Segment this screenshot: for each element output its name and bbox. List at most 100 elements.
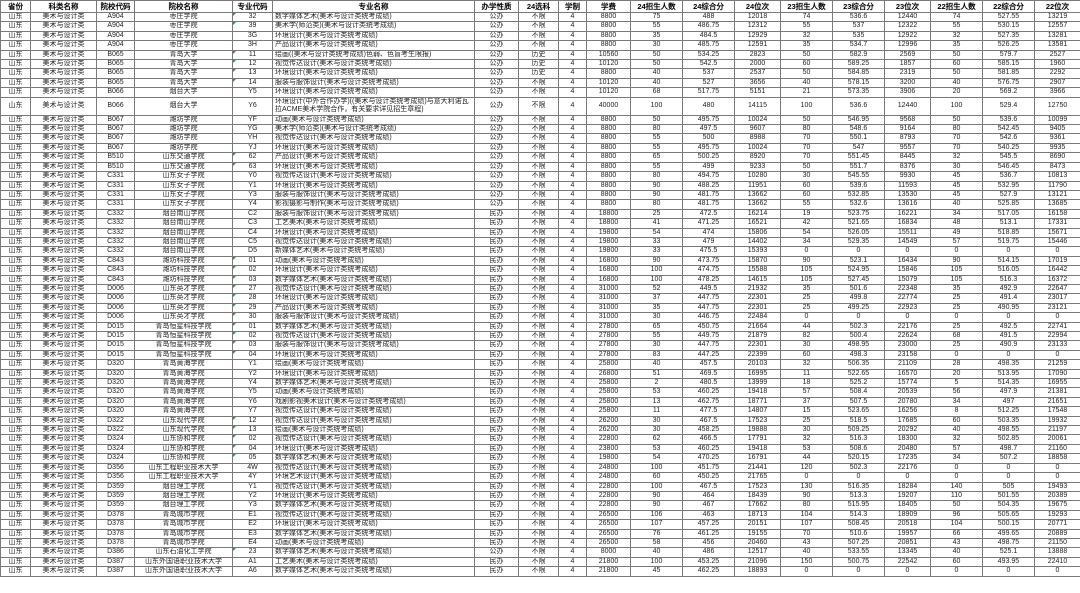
table-cell: 504.35 [982,500,1035,511]
table-cell: C332 [96,218,135,229]
table-cell: 26800 [586,368,631,380]
table-cell: 50 [780,114,833,126]
table-cell: 民办 [474,246,519,257]
table-cell: 10560 [586,49,631,61]
table-row: 山东 美术与设计类 D387 山东外国语职业技术大学 A1 工艺美术(美术与设计类统考成绩… [0,556,1080,568]
table-cell: 106 [630,509,683,521]
table-cell: 60 [930,415,983,427]
table-cell: 490.95 [982,302,1035,314]
table-cell: 12440 [884,96,931,116]
table-row: 山东 美术与设计类 C332 烟台南山学院 C2 服装与服饰设计(美术与设计类统考成绩) 民… [0,208,1080,220]
table-cell: 40 [630,547,683,558]
table-cell: 环境设计(美术与设计类统考成绩) [272,161,475,173]
table-cell: 545.5 [982,152,1035,163]
table-cell: 8800 [586,142,631,154]
table-cell: 486 [682,547,735,558]
table-cell: 573.35 [832,87,885,98]
table-cell: 503.35 [982,415,1035,427]
table-cell: 524.95 [832,265,885,276]
table-cell: 绘画(美术与设计类统考成绩) [272,425,475,436]
table-cell: 历史 [518,49,559,61]
table-cell-with-green-triangle-icon: 04 [232,443,273,455]
table-cell: 青岛黄海学院 [134,368,233,380]
table-cell: 公办 [474,124,519,135]
table-cell: Y7 [232,406,273,417]
table-cell: 525.1 [982,547,1035,558]
table-cell: 公办 [474,547,519,558]
table-cell: 80 [630,199,683,210]
table-cell: 8800 [586,180,631,191]
table-cell: 15 [780,406,833,417]
table-cell: 视觉传达设计(美术与设计类统考成绩) [272,415,475,427]
table-cell: C843 [96,255,135,267]
table-cell: 20061 [1034,434,1080,445]
table-cell: 8376 [884,161,931,173]
table-cell: 民办 [474,274,519,285]
table-cell: 30 [780,340,833,351]
table-cell: 18713 [734,509,781,521]
table-cell: 美术与设计类 [30,171,97,182]
table-cell: 8800 [586,152,631,163]
table-cell: 31000 [586,293,631,304]
table-cell: 90 [630,490,683,502]
table-cell: 不限 [518,199,559,210]
table-cell: YG [232,124,273,135]
table-cell: 民办 [474,255,519,267]
table-cell: 4 [558,415,587,427]
table-cell: 35 [930,283,983,295]
table-cell: 山东 [0,246,31,257]
table-cell: 54 [630,227,683,238]
table-cell: B065 [96,59,135,70]
table-cell: 34 [930,208,983,220]
table-cell: 9361 [1034,133,1080,144]
table-cell: 20480 [884,443,931,455]
table-cell: 山东 [0,199,31,210]
table-cell: C4 [232,227,273,238]
table-cell: 90 [930,255,983,267]
table-cell: 15511 [884,227,931,238]
table-cell: 4 [558,387,587,398]
table-cell: 山东 [0,434,31,445]
table-row: 山东 美术与设计类 D378 青岛城市学院 E1 视觉传达设计(美术与设计类统考成绩) 民办… [0,509,1080,521]
table-cell: 523.75 [832,208,885,220]
table-cell: YF [232,114,273,126]
table-cell: 0 [780,566,833,577]
table-cell: 21197 [1034,425,1080,436]
table-cell: 463 [682,509,735,521]
table-cell: 105 [780,274,833,285]
table-cell: 0 [832,472,885,483]
table-cell: B065 [96,77,135,89]
table-cell: 环境设计(美术与设计类统考成绩) [272,68,475,79]
table-cell: 25800 [586,378,631,389]
table-cell: D320 [96,396,135,408]
table-cell: 美术与设计类 [30,87,97,98]
table-cell: Y1 [232,481,273,492]
table-cell-with-green-triangle-icon: 01 [232,255,273,267]
table-cell: 25800 [586,387,631,398]
table-cell: 20 [930,368,983,380]
table-cell: 22542 [884,556,931,568]
table-cell: Y4 [232,199,273,210]
table-cell: 507.5 [832,396,885,408]
table-row: 山东 美术与设计类 B066 烟台大学 Y5 环境设计(美术与设计类统考成绩) 公办 不限 4 1… [0,87,1080,98]
table-cell: 潍坊学院 [134,142,233,154]
table-cell: 3966 [1034,87,1080,98]
table-cell: 539.6 [982,114,1035,126]
column-header: 院校代码 [96,0,135,13]
table-cell: 山东 [0,519,31,530]
table-cell: 60 [780,180,833,191]
table-cell: 104 [930,519,983,530]
table-cell: 山东 [0,59,31,70]
table-cell: D015 [96,330,135,342]
table-cell: 枣庄学院 [134,21,233,32]
table-cell: 环境设计(美术与设计类统考成绩) [272,443,475,455]
table-cell: 青岛城市学院 [134,528,233,539]
table-cell: 山东交通学院 [134,161,233,173]
table-cell: 28 [930,359,983,370]
table-cell: Y4 [232,378,273,389]
table-cell: 9930 [884,171,931,182]
table-cell: 民办 [474,302,519,314]
table-cell: 50 [930,49,983,61]
table-cell: 100 [780,96,833,116]
table-cell: 505.65 [982,509,1035,521]
